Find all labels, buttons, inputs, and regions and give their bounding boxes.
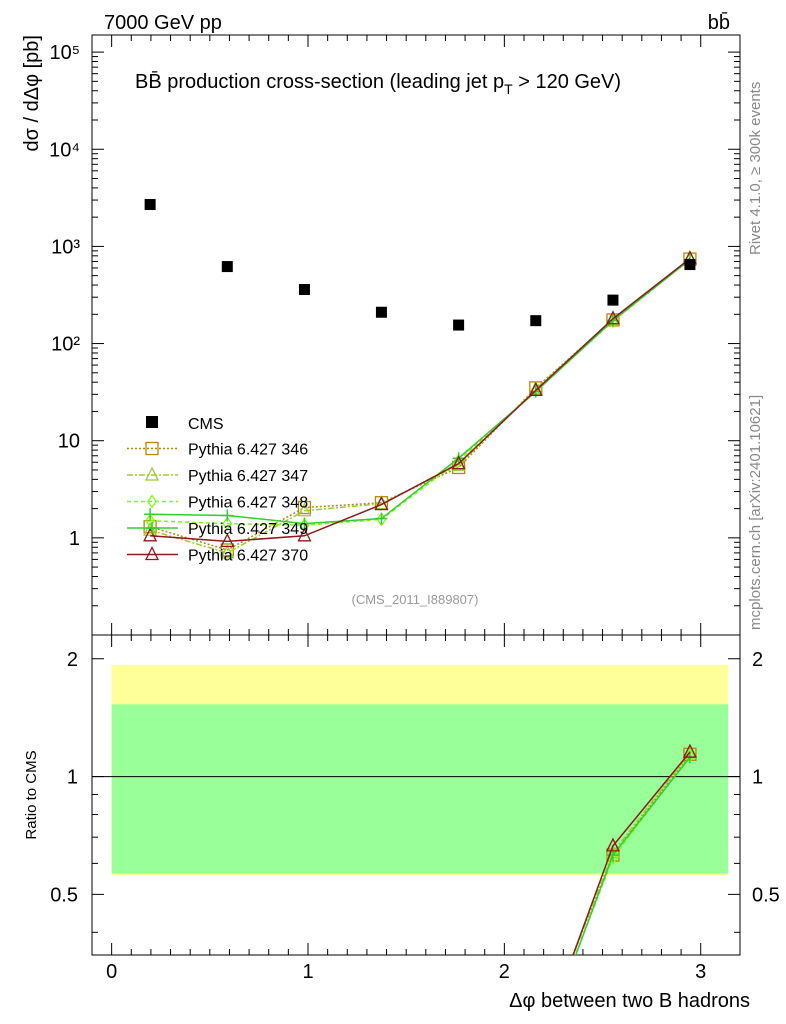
ratio-4-point — [605, 837, 621, 852]
y-tick-label: 10 — [58, 431, 80, 453]
cms-data-point — [221, 261, 233, 273]
x-tick-label: 1 — [302, 961, 313, 983]
series-4-point — [528, 381, 543, 396]
cms-data-point — [530, 315, 542, 327]
process-label: bb̄ — [708, 11, 730, 34]
ratio-series-layer — [572, 743, 697, 955]
ratio-y-tick-label: 1 — [67, 767, 78, 789]
series-4-point — [297, 527, 312, 542]
series-4-point — [451, 455, 466, 470]
main-panel-frame — [91, 34, 741, 636]
series-2-point — [222, 516, 233, 531]
legend-marker-0 — [145, 441, 159, 456]
ratio-y-tick-label: 2 — [67, 649, 78, 671]
ratio-y-tick-label: 0.5 — [50, 884, 78, 906]
series-3-point — [452, 452, 465, 465]
ratio-panel-frame — [91, 634, 741, 956]
series-2-point — [145, 513, 156, 528]
series-3-point — [144, 508, 157, 521]
series-3-point — [375, 512, 388, 525]
series-1-point — [297, 502, 312, 517]
y-tick-label: 10⁵ — [49, 42, 80, 64]
legend-marker-4 — [144, 546, 160, 561]
y-tick-label: 10⁴ — [49, 139, 80, 161]
series-2-point — [376, 512, 387, 527]
legend-label-4: Pythia 6.427 370 — [188, 548, 308, 565]
series-layer — [143, 250, 697, 559]
rivet-label: Rivet 4.1.0, ≥ 300k events — [747, 82, 764, 255]
ratio-y-tick-label-right: 1 — [752, 767, 763, 789]
series-4-point — [220, 532, 235, 548]
x-tick-label: 3 — [695, 961, 706, 983]
legend-marker-1 — [144, 466, 160, 481]
x-tick-label: 2 — [499, 961, 510, 983]
series-1-point — [143, 521, 158, 536]
series-1-point — [220, 544, 235, 559]
y-tick-label: 10² — [51, 334, 80, 356]
ratio-uncertainty-bands — [111, 664, 729, 876]
legend-label-2: Pythia 6.427 348 — [188, 495, 308, 512]
x-tick-label: 0 — [106, 961, 117, 983]
y-tick-label: 10³ — [51, 236, 80, 258]
series-4-point — [143, 527, 158, 542]
series-3-point — [221, 509, 234, 522]
cms-data-point — [298, 284, 310, 296]
ratio-y-axis-label: Ratio to CMS — [23, 750, 40, 839]
ratio-4-point — [682, 743, 697, 758]
axes: 0 1 2 3 1 10 10² 10³ 10⁴ 10⁵ 0.5 0.5 1 1 2 2 — [49, 35, 780, 983]
legend: CMS Pythia 6.427 346 Pythia 6.427 347 Pythi… — [127, 416, 308, 565]
series-line-3 — [150, 259, 691, 525]
series-1-point — [451, 456, 466, 471]
legend-marker-cms — [146, 416, 158, 428]
site-label: mcplots.cern.ch [arXiv:2401.10621] — [747, 395, 764, 630]
ratio-series-group — [572, 743, 697, 955]
legend-marker-3 — [146, 522, 158, 534]
ratio-y-tick-label-right: 0.5 — [752, 884, 780, 906]
legend-label-cms: CMS — [188, 416, 224, 433]
cms-data-point — [453, 319, 465, 331]
legend-marker-2 — [147, 494, 157, 509]
x-axis-label: Δφ between two B hadrons — [509, 990, 750, 1012]
y-axis-label: dσ / dΔφ [pb] — [21, 35, 43, 152]
chart-title: BB̄ production cross-section (leading je… — [135, 70, 621, 97]
ratio-band-inner — [111, 704, 729, 874]
cms-data-point — [144, 198, 156, 210]
ratio-line-4 — [572, 751, 691, 955]
cms-data-point — [375, 306, 387, 318]
ratio-y-tick-label-right: 2 — [752, 649, 763, 671]
series-4-point — [374, 496, 389, 511]
cms-data-point — [607, 294, 619, 306]
analysis-id-label: (CMS_2011_I889807) — [352, 592, 479, 607]
series-4-point — [605, 310, 621, 325]
series-line-4 — [150, 257, 691, 543]
legend-label-0: Pythia 6.427 346 — [188, 442, 308, 459]
y-tick-label: 1 — [69, 528, 80, 550]
legend-label-1: Pythia 6.427 347 — [188, 468, 308, 485]
series-0-point — [297, 500, 312, 515]
reference-points — [144, 198, 696, 331]
legend-label-3: Pythia 6.427 349 — [188, 521, 308, 538]
energy-label: 7000 GeV pp — [104, 12, 222, 34]
cms-data-point — [684, 259, 696, 271]
